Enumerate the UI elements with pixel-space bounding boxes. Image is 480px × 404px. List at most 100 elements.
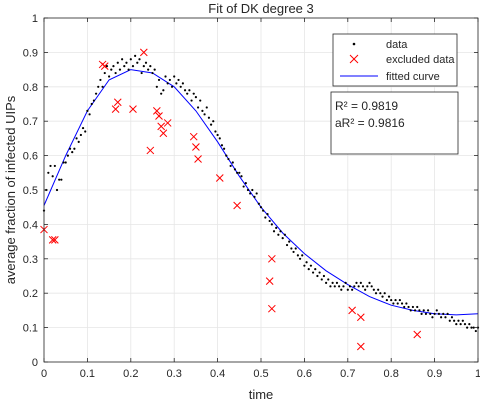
data-point (71, 151, 74, 154)
data-point (357, 285, 360, 288)
data-point (86, 109, 89, 112)
y-tick-label: 0.9 (23, 47, 38, 59)
data-point (366, 285, 369, 288)
data-point (147, 68, 150, 71)
x-tick-label: 0.7 (340, 368, 355, 380)
data-point (251, 188, 254, 192)
data-point (359, 281, 362, 284)
fit-stats-border (330, 91, 459, 155)
excluded-data-point (129, 105, 137, 114)
data-point (316, 274, 319, 278)
data-point (364, 288, 367, 291)
fit-stats-box: R² = 0.9819 aR² = 0.9816 (330, 91, 459, 155)
data-point (201, 109, 204, 112)
data-point (88, 113, 91, 116)
excluded-data-point (267, 254, 276, 263)
data-point (262, 209, 265, 212)
data-point (411, 305, 414, 309)
x-tick-label: 1 (475, 368, 480, 380)
excluded-data-point (111, 105, 120, 114)
data-point (333, 285, 336, 288)
legend-data-marker (352, 42, 356, 46)
data-point (272, 230, 276, 233)
data-point (266, 212, 269, 216)
data-point (160, 92, 163, 95)
data-point (110, 68, 113, 71)
data-point (209, 123, 213, 126)
data-point (385, 298, 388, 302)
data-point (292, 250, 295, 254)
data-point (437, 312, 441, 315)
excluded-data-point (100, 62, 109, 71)
excluded-data-point (157, 122, 166, 131)
data-point (144, 61, 148, 64)
legend-label-data: data (386, 39, 408, 51)
excluded-data-point (356, 342, 365, 351)
data-point (372, 288, 375, 291)
data-point (270, 223, 273, 226)
data-point (168, 78, 171, 82)
data-point (309, 264, 313, 267)
data-point (314, 268, 317, 271)
y-tick-label: 0.4 (23, 219, 38, 231)
data-point (58, 178, 61, 181)
data-point (108, 75, 111, 78)
data-point (298, 257, 302, 260)
data-point (322, 274, 326, 278)
excluded-data-point (265, 277, 274, 286)
data-point (305, 261, 308, 264)
data-point (149, 65, 152, 68)
data-point (422, 309, 425, 312)
adjusted-r-squared-label: aR² = 0.9816 (335, 116, 405, 130)
data-point (311, 271, 315, 274)
data-point (448, 319, 451, 322)
data-point (64, 161, 67, 164)
data-point (268, 219, 271, 223)
data-point (101, 85, 104, 88)
x-tick-label: 0.2 (123, 368, 138, 380)
data-point (281, 237, 284, 240)
excluded-data-point (50, 236, 59, 244)
data-point (470, 326, 473, 329)
excluded-data-point (146, 146, 155, 155)
data-point (181, 82, 184, 85)
y-tick-label: 0.7 (23, 116, 38, 128)
excluded-data-point (356, 313, 365, 322)
legend-label-fit: fitted curve (386, 71, 440, 83)
excluded-data-point (189, 132, 198, 141)
data-point (97, 85, 100, 88)
data-point (66, 154, 69, 157)
y-tick-label: 0.3 (23, 254, 38, 266)
data-point (218, 137, 221, 140)
y-tick-labels: 0 0.1 0.2 0.3 0.4 0.5 0.6 0.7 0.8 0.9 1 (23, 13, 38, 369)
excluded-data-point (155, 112, 163, 120)
data-point (429, 312, 432, 315)
data-point (338, 285, 341, 288)
data-point (355, 281, 358, 284)
data-point (164, 75, 167, 78)
legend: data excluded data fitted curve (332, 33, 458, 87)
data-point (257, 202, 260, 205)
data-point (205, 106, 208, 109)
data-point (377, 288, 380, 291)
y-tick-label: 0.8 (23, 82, 38, 94)
data-point (47, 171, 50, 174)
data-point (379, 292, 382, 295)
data-point (236, 171, 239, 174)
data-point (353, 285, 356, 288)
data-point (381, 295, 384, 298)
legend-label-excluded: excluded data (386, 54, 455, 66)
data-point (194, 96, 197, 99)
data-point (79, 133, 82, 137)
data-point (440, 316, 443, 319)
y-tick-label: 1 (32, 13, 38, 25)
data-point (303, 264, 306, 267)
data-point (459, 323, 462, 326)
excluded-data-point (348, 306, 356, 315)
y-tick-label: 0.2 (23, 288, 38, 300)
data-point (140, 71, 143, 75)
data-point (153, 68, 156, 71)
data-point (442, 312, 445, 315)
data-point (112, 65, 115, 68)
